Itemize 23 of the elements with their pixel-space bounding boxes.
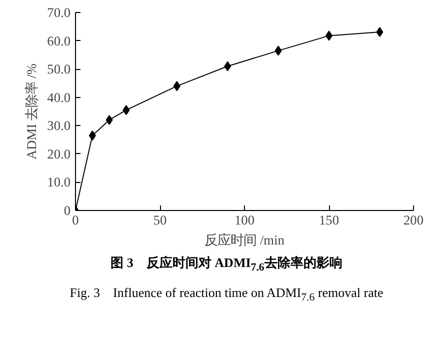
x-tick-label: 200 [404,212,424,228]
y-tick-label: 10.0 [47,174,71,190]
y-tick-label: 60.0 [47,33,71,48]
point [88,130,96,141]
x-tick-label: 150 [319,212,340,228]
y-tick-label: 20.0 [47,146,71,162]
y-tick-label: 0 [64,203,71,218]
point [274,46,282,56]
point [376,27,384,38]
caption: 图 3 反应时间对 ADMI$_{7.6}$去除率的影响 [110,255,344,276]
point [106,114,113,125]
x-axis-title: 反应时间 /min [204,232,285,248]
y-axis-title: ADMI 去除率 /% [24,63,40,160]
point [224,61,232,72]
x-tick-label: 50 [153,212,167,228]
point [173,81,180,92]
y-tick-label: 70.0 [47,5,71,20]
y-tick-label: 50.0 [47,62,71,77]
y-tick-label: 40.0 [47,90,71,105]
y-tick-label: 30.0 [47,118,71,134]
point [122,105,130,116]
caption: Fig. 3 Influence of reaction time on ADMI$_{7.6}$ removal rate [68,285,384,306]
x-tick-label: 100 [234,212,255,228]
